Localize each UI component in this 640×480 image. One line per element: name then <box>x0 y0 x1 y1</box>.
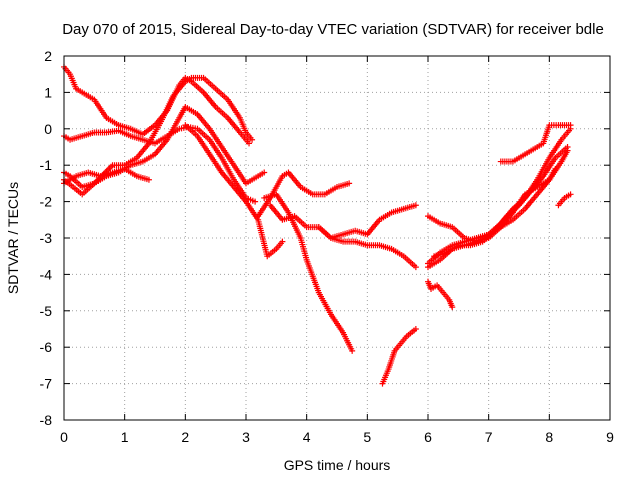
data-point <box>279 238 286 245</box>
y-tick-label: -2 <box>40 194 53 210</box>
x-tick-label: 1 <box>121 429 129 445</box>
data-point <box>261 169 268 176</box>
series-track-J <box>315 224 419 271</box>
x-tick-label: 7 <box>485 429 493 445</box>
x-tick-label: 5 <box>363 429 371 445</box>
data-point <box>412 264 419 271</box>
y-tick-label: -3 <box>40 230 53 246</box>
x-tick-label: 4 <box>303 429 311 445</box>
data-point <box>552 165 559 172</box>
x-tick-label: 9 <box>606 429 614 445</box>
series-track-L <box>425 278 456 311</box>
data-point <box>246 140 253 147</box>
y-tick-label: -1 <box>40 157 53 173</box>
chart-title: Day 070 of 2015, Sidereal Day-to-day VTE… <box>62 21 604 38</box>
x-tick-label: 3 <box>242 429 250 445</box>
series-track-D <box>61 74 256 198</box>
series-track-P <box>431 144 571 260</box>
series-track-B <box>61 123 259 205</box>
plot-frame <box>63 55 611 421</box>
x-tick-label: 0 <box>60 429 68 445</box>
y-axis-label: SDTVAR / TECUs <box>5 182 21 294</box>
data-point <box>145 176 152 183</box>
series-track-H <box>261 191 356 354</box>
series-track-G <box>255 169 353 220</box>
data-point <box>567 191 574 198</box>
y-tick-label: 2 <box>44 48 52 64</box>
data-point <box>249 136 256 143</box>
data-point <box>449 304 456 311</box>
x-tick-label: 8 <box>545 429 553 445</box>
axis-ticks: 0 1 2 3 4 5 6 7 8 9 2 1 0 -1 -2 -3 -4 -5 -6 -7 -8 <box>40 48 615 445</box>
y-tick-label: -5 <box>40 303 53 319</box>
data-point <box>412 202 419 209</box>
x-tick-label: 2 <box>181 429 189 445</box>
x-axis-label: GPS time / hours <box>284 457 391 473</box>
x-tick-label: 6 <box>424 429 432 445</box>
data-series <box>61 63 574 387</box>
series-track-R <box>555 191 574 209</box>
data-point <box>346 180 353 187</box>
data-point <box>567 122 574 129</box>
data-point <box>412 326 419 332</box>
series-track-I <box>267 202 419 241</box>
y-tick-label: -8 <box>40 412 53 428</box>
series-track-Q <box>497 122 574 165</box>
y-tick-label: 0 <box>44 121 52 137</box>
y-tick-label: 1 <box>44 84 52 100</box>
data-point <box>564 144 571 150</box>
series-track-E <box>61 165 152 187</box>
series-track-F <box>182 122 286 260</box>
y-tick-label: -4 <box>40 266 53 282</box>
data-point <box>252 198 259 205</box>
series-track-K <box>379 326 419 387</box>
data-point <box>349 347 356 354</box>
y-tick-label: -6 <box>40 339 53 355</box>
y-tick-label: -7 <box>40 376 53 392</box>
